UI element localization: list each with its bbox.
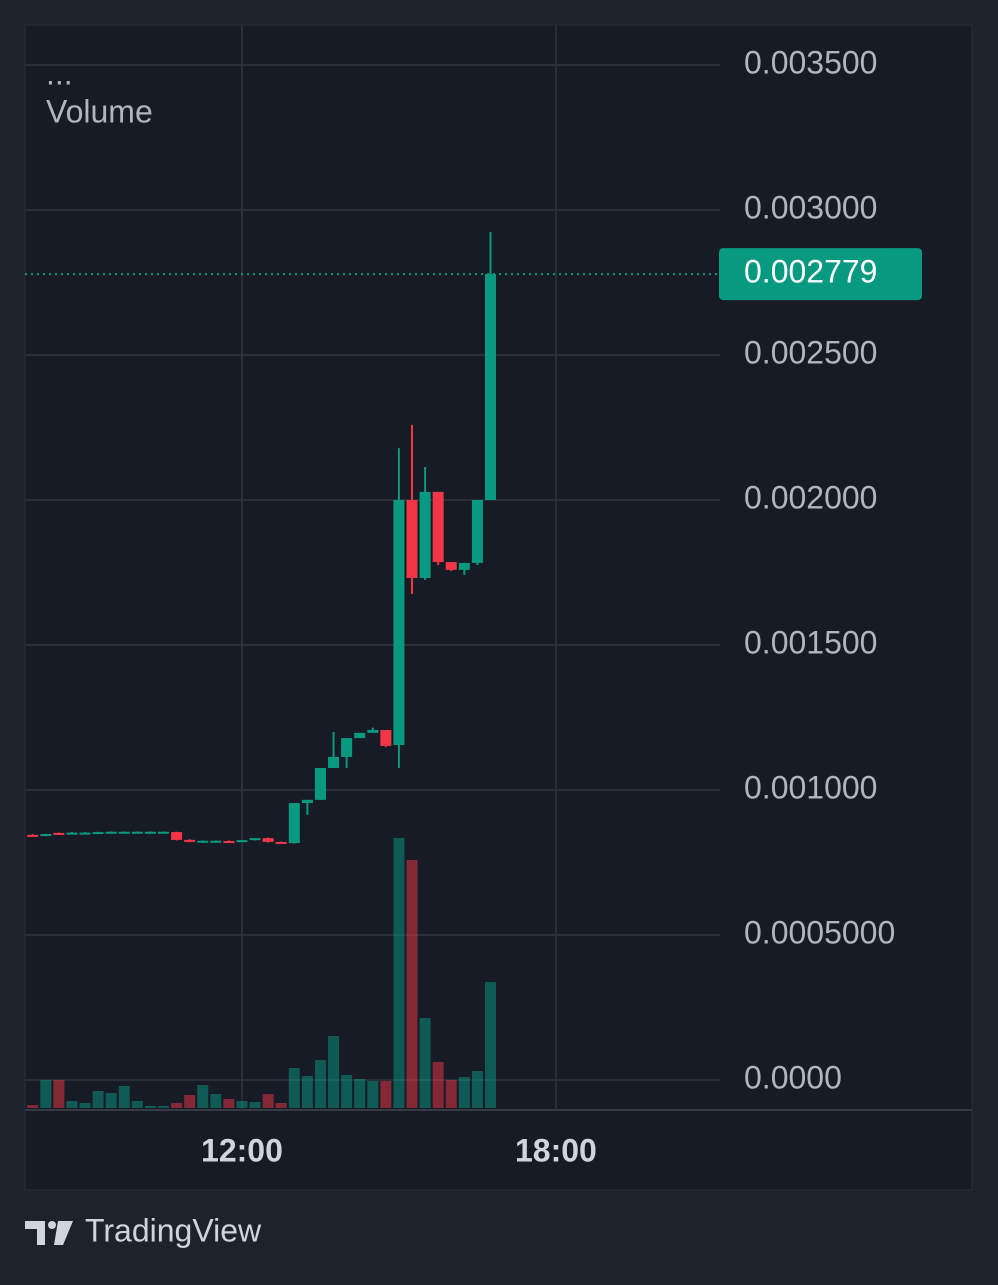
y-tick-label: 0.0000 <box>744 1059 842 1095</box>
volume-label: Volume <box>46 93 153 129</box>
y-tick-label: 0.0005000 <box>744 914 895 950</box>
volume-bar <box>210 1094 222 1108</box>
y-tick-label: 0.001000 <box>744 769 877 805</box>
volume-bar <box>223 1099 235 1108</box>
candle-body <box>236 840 248 843</box>
candle-body <box>249 838 261 841</box>
candle-body <box>158 831 169 834</box>
volume-bar <box>40 1080 52 1108</box>
candle-body <box>40 834 52 837</box>
volume-bar <box>432 1062 444 1108</box>
volume-bar <box>92 1091 104 1108</box>
candle-body <box>92 832 104 835</box>
volume-bar <box>197 1085 209 1108</box>
candle-body <box>301 799 313 804</box>
volume-bar <box>380 1081 392 1108</box>
volume-bar <box>66 1101 78 1108</box>
candle-body <box>118 831 130 834</box>
candle-body <box>210 840 222 843</box>
candle-body <box>354 732 366 739</box>
candle-body <box>328 756 340 768</box>
volume-bar <box>171 1103 183 1108</box>
volume-bar <box>27 1105 39 1108</box>
candle-body <box>485 274 496 500</box>
candle-body <box>471 500 483 563</box>
candle-body <box>184 839 196 842</box>
last-price-box <box>719 248 922 301</box>
candle-body <box>314 767 326 800</box>
candle-body <box>393 500 405 746</box>
candle-body <box>171 832 183 840</box>
brand-logo <box>25 1221 73 1245</box>
candle-body <box>105 831 117 834</box>
last-price-label: 0.002779 <box>744 254 877 290</box>
candle-body <box>288 803 300 844</box>
y-tick-label: 0.003500 <box>744 44 877 80</box>
volume-bar <box>328 1036 340 1108</box>
candle-body <box>275 841 287 844</box>
y-tick-label: 0.003000 <box>744 189 877 225</box>
volume-bar <box>53 1080 65 1108</box>
candle-body <box>223 841 235 844</box>
volume-bar <box>131 1101 143 1108</box>
candle-body <box>79 832 91 835</box>
volume-bar <box>144 1106 156 1108</box>
volume-bar <box>485 982 496 1108</box>
candle-body <box>445 562 457 570</box>
volume-bar <box>458 1077 470 1108</box>
volume-bar <box>341 1075 353 1108</box>
volume-bar <box>236 1101 248 1108</box>
candle-body <box>458 562 470 570</box>
volume-bar <box>354 1079 366 1108</box>
volume-bar <box>262 1094 274 1108</box>
y-tick-label: 0.002000 <box>744 479 877 515</box>
candle-body <box>131 831 143 834</box>
candle-body <box>262 838 274 842</box>
y-tick-label: 0.002500 <box>744 334 877 370</box>
candle-body <box>144 831 156 834</box>
volume-bar <box>314 1060 326 1108</box>
volume-bar <box>393 838 405 1108</box>
candle-body <box>419 491 431 579</box>
chart-panel <box>24 24 973 1191</box>
candle-body <box>27 834 39 837</box>
volume-bar <box>105 1093 117 1108</box>
volume-bar <box>275 1103 287 1108</box>
volume-bar <box>471 1071 483 1108</box>
candle-body <box>406 500 418 579</box>
x-tick-label: 18:00 <box>515 1132 597 1168</box>
volume-bar <box>419 1018 431 1108</box>
candle-body <box>53 832 65 835</box>
volume-bar <box>367 1081 379 1108</box>
volume-bar <box>288 1068 300 1108</box>
candle-body <box>197 840 209 843</box>
candle-body <box>367 729 379 733</box>
candle-body <box>66 832 78 835</box>
candle-body <box>380 729 392 746</box>
y-tick-label: 0.001500 <box>744 624 877 660</box>
volume-bar <box>184 1095 196 1108</box>
legend-marker: ... <box>46 55 73 91</box>
brand: TradingView <box>85 1212 262 1248</box>
volume-bar <box>158 1106 169 1108</box>
x-tick-label: 12:00 <box>201 1132 283 1168</box>
volume-bar <box>301 1076 313 1108</box>
volume-bar <box>118 1086 130 1108</box>
volume-bar <box>249 1102 261 1108</box>
candle-body <box>432 491 444 563</box>
volume-bar <box>79 1103 91 1108</box>
candle-body <box>341 738 353 757</box>
volume-bar <box>406 860 418 1108</box>
volume-bar <box>445 1080 457 1108</box>
